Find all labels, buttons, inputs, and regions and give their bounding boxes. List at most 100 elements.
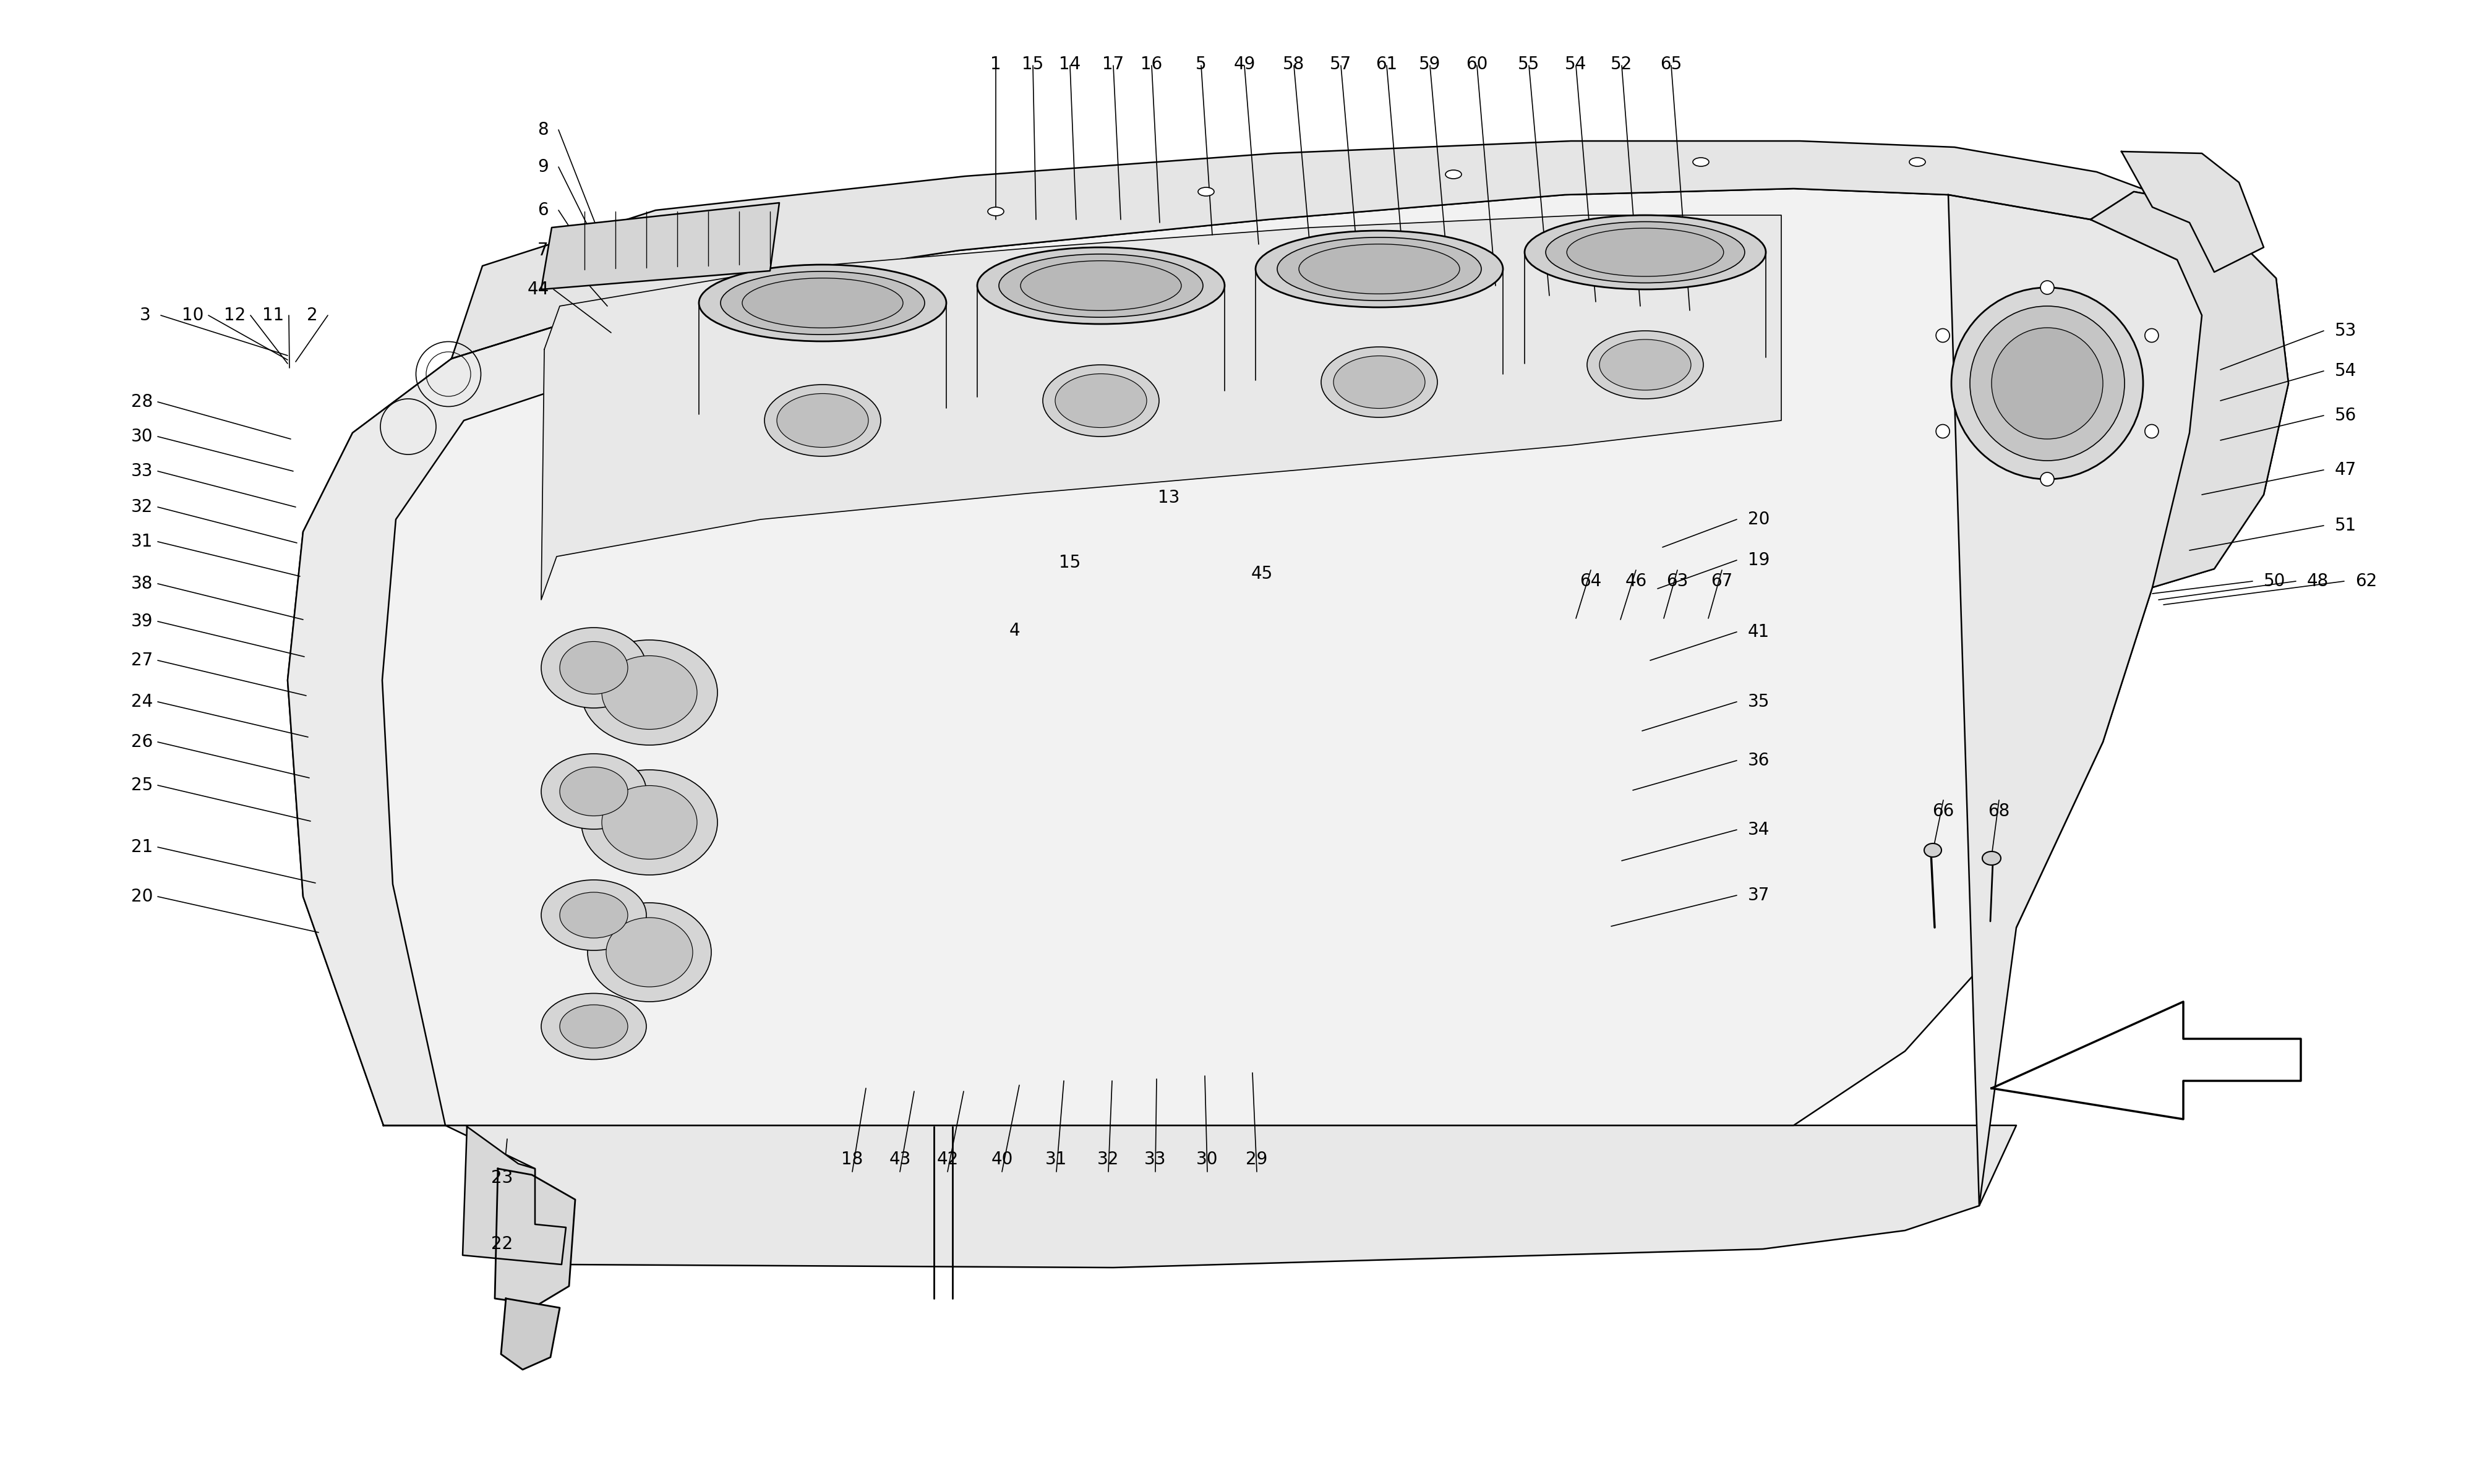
Ellipse shape <box>542 993 646 1060</box>
Text: 9: 9 <box>537 159 549 175</box>
Text: 34: 34 <box>1747 821 1769 838</box>
Polygon shape <box>2123 151 2264 272</box>
Text: 19: 19 <box>1747 552 1769 568</box>
Ellipse shape <box>589 902 713 1002</box>
Text: 33: 33 <box>1145 1150 1165 1168</box>
Polygon shape <box>1992 1002 2301 1119</box>
Ellipse shape <box>2041 472 2053 485</box>
Ellipse shape <box>1588 331 1702 399</box>
Text: 45: 45 <box>1252 565 1272 582</box>
Ellipse shape <box>559 1005 628 1048</box>
Ellipse shape <box>742 278 903 328</box>
Ellipse shape <box>1054 374 1148 427</box>
Text: 32: 32 <box>1098 1150 1118 1168</box>
Text: 60: 60 <box>1467 55 1487 73</box>
Text: 61: 61 <box>1376 55 1398 73</box>
Text: 48: 48 <box>2306 573 2328 589</box>
Text: 3: 3 <box>141 307 151 324</box>
Text: 10: 10 <box>183 307 203 324</box>
Text: 11: 11 <box>262 307 285 324</box>
Text: 63: 63 <box>1667 573 1687 589</box>
Text: 59: 59 <box>1420 55 1440 73</box>
Text: 4: 4 <box>1009 622 1019 640</box>
Ellipse shape <box>1524 215 1766 289</box>
Text: 26: 26 <box>131 733 153 751</box>
Text: 53: 53 <box>2335 322 2358 340</box>
Text: 30: 30 <box>131 427 153 445</box>
Text: 52: 52 <box>1611 55 1633 73</box>
Text: 39: 39 <box>131 613 153 631</box>
Polygon shape <box>542 215 1781 600</box>
Text: 29: 29 <box>1247 1150 1267 1168</box>
Polygon shape <box>463 1126 567 1264</box>
Text: 17: 17 <box>1103 55 1123 73</box>
Ellipse shape <box>1992 328 2103 439</box>
Ellipse shape <box>1925 843 1942 856</box>
Text: 31: 31 <box>1047 1150 1066 1168</box>
Text: 24: 24 <box>131 693 153 711</box>
Ellipse shape <box>581 770 717 876</box>
Ellipse shape <box>777 393 868 447</box>
Ellipse shape <box>1910 157 1925 166</box>
Polygon shape <box>287 297 648 1125</box>
Ellipse shape <box>1445 171 1462 178</box>
Polygon shape <box>383 1125 2016 1267</box>
Ellipse shape <box>1321 347 1437 417</box>
Text: 58: 58 <box>1284 55 1304 73</box>
Text: 27: 27 <box>131 651 153 669</box>
Text: 38: 38 <box>131 574 153 592</box>
Text: 46: 46 <box>1625 573 1648 589</box>
Ellipse shape <box>1022 261 1183 310</box>
Ellipse shape <box>542 754 646 830</box>
Text: 36: 36 <box>1747 752 1769 769</box>
Text: 68: 68 <box>1989 803 2009 819</box>
Text: 16: 16 <box>1141 55 1163 73</box>
Ellipse shape <box>2145 424 2157 438</box>
Text: 25: 25 <box>131 776 153 794</box>
Text: 35: 35 <box>1747 693 1769 711</box>
Text: 14: 14 <box>1059 55 1081 73</box>
Ellipse shape <box>1969 306 2125 460</box>
Ellipse shape <box>1546 221 1744 283</box>
Ellipse shape <box>601 656 698 729</box>
Text: 56: 56 <box>2335 407 2358 424</box>
Ellipse shape <box>1982 852 2001 865</box>
Ellipse shape <box>1937 424 1950 438</box>
Text: 22: 22 <box>492 1235 512 1252</box>
Text: 21: 21 <box>131 838 153 856</box>
Text: 7: 7 <box>537 242 549 260</box>
Ellipse shape <box>559 641 628 695</box>
Text: 54: 54 <box>2335 362 2358 380</box>
Text: 62: 62 <box>2355 573 2378 589</box>
Polygon shape <box>500 1298 559 1370</box>
Ellipse shape <box>606 917 693 987</box>
Text: 28: 28 <box>131 393 153 411</box>
Text: 40: 40 <box>992 1150 1012 1168</box>
Ellipse shape <box>1299 243 1460 294</box>
Text: 8: 8 <box>537 122 549 138</box>
Ellipse shape <box>1598 340 1692 390</box>
Ellipse shape <box>1257 230 1504 307</box>
Text: 23: 23 <box>492 1169 512 1187</box>
Polygon shape <box>450 141 2209 359</box>
Text: 50: 50 <box>2264 573 2286 589</box>
Text: 37: 37 <box>1747 886 1769 904</box>
Text: 20: 20 <box>131 887 153 905</box>
Text: 18: 18 <box>841 1150 863 1168</box>
Ellipse shape <box>977 248 1225 324</box>
Ellipse shape <box>542 628 646 708</box>
Text: 6: 6 <box>537 202 549 218</box>
Text: 44: 44 <box>527 280 549 298</box>
Text: 42: 42 <box>938 1150 957 1168</box>
Ellipse shape <box>581 640 717 745</box>
Text: 55: 55 <box>1519 55 1539 73</box>
Polygon shape <box>2091 191 2288 588</box>
Ellipse shape <box>1333 356 1425 408</box>
Text: 5: 5 <box>1195 55 1207 73</box>
Ellipse shape <box>999 254 1202 318</box>
Text: 64: 64 <box>1581 573 1601 589</box>
Ellipse shape <box>559 767 628 816</box>
Ellipse shape <box>764 384 881 457</box>
Text: 31: 31 <box>131 533 153 551</box>
Text: 43: 43 <box>888 1150 910 1168</box>
